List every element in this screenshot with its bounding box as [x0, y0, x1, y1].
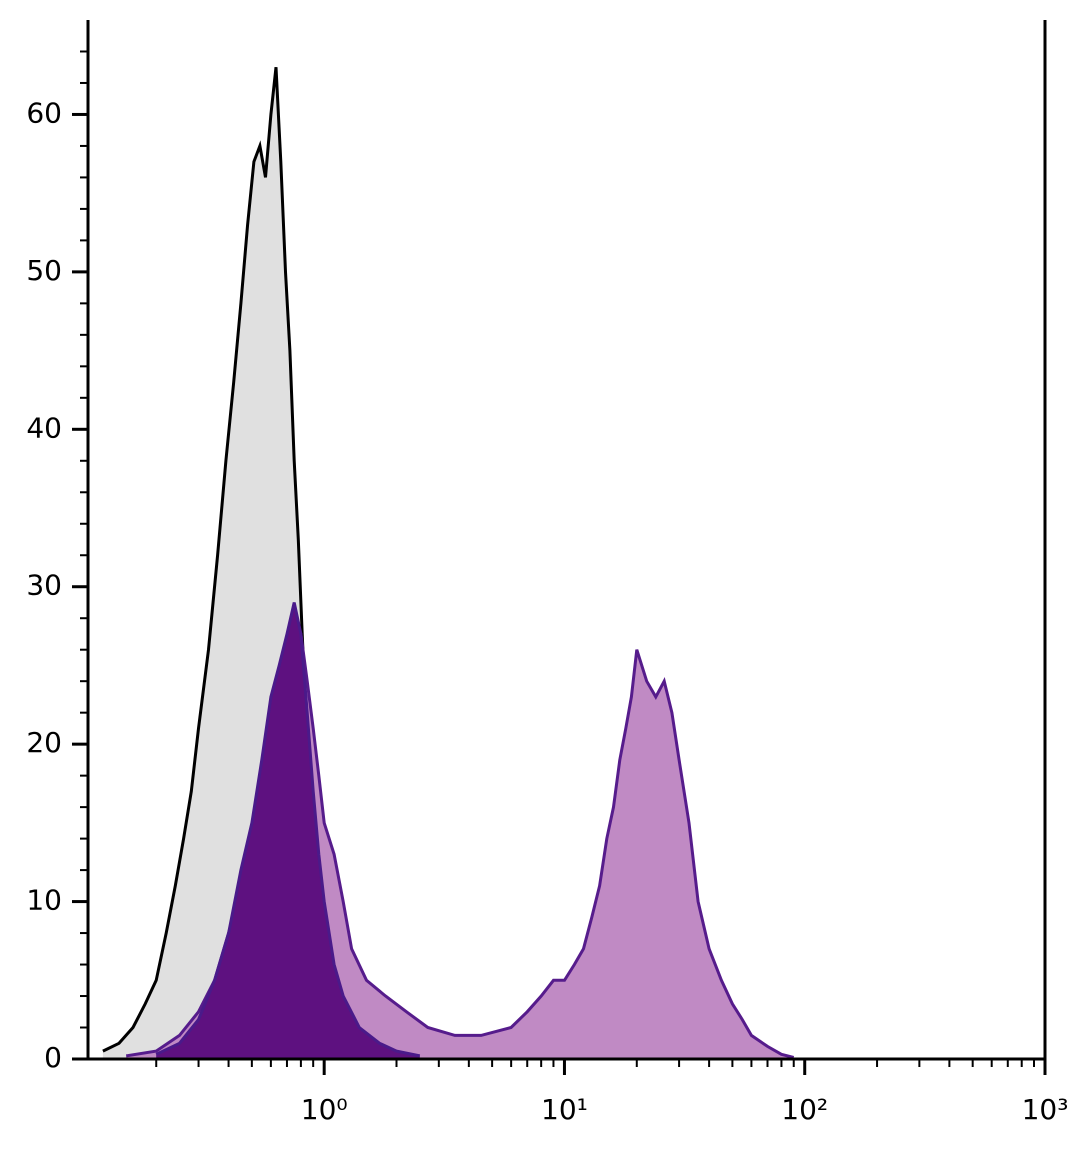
y-tick-label: 0 [44, 1041, 62, 1074]
y-tick-label: 30 [26, 569, 62, 602]
area-line [155, 602, 421, 1058]
area-fill [156, 602, 420, 1059]
x-tick-label: 10¹ [541, 1093, 588, 1126]
y-tick-label: 40 [26, 411, 62, 444]
y-tick-label: 10 [26, 884, 62, 917]
y-tick-label: 60 [26, 96, 62, 129]
y-tick-label: 20 [26, 726, 62, 759]
area-fill [102, 67, 397, 1059]
x-tick-label: 10² [781, 1093, 828, 1126]
x-tick-label: 10³ [1022, 1093, 1069, 1126]
x-tick-label: 10⁰ [301, 1093, 348, 1126]
y-tick-label: 50 [26, 254, 62, 287]
